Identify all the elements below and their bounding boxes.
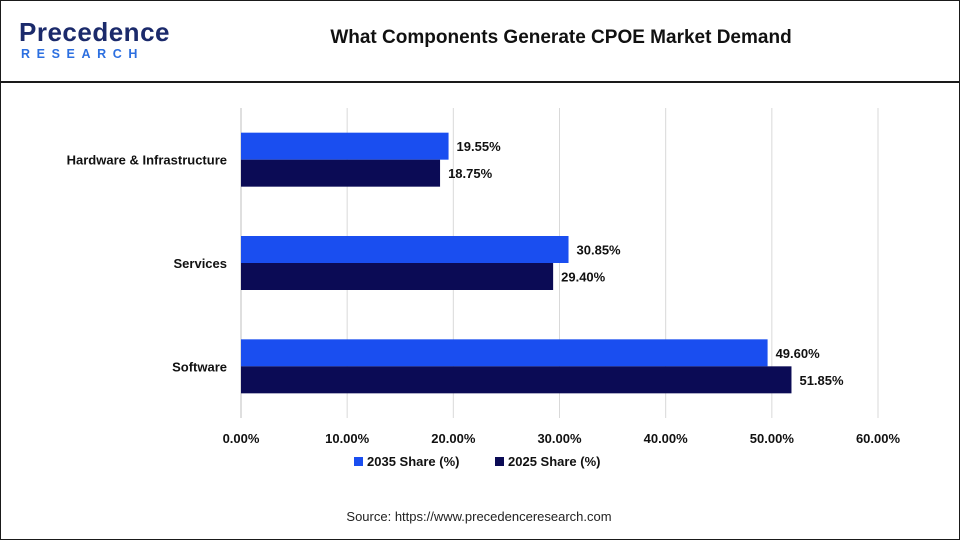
legend-label: 2025 Share (%) [508, 454, 601, 469]
brand-logo: Precedence RESEARCH [19, 17, 169, 65]
header: Precedence RESEARCH What Components Gene… [1, 1, 959, 83]
category-label: Services [174, 256, 228, 271]
x-tick-label: 20.00% [431, 431, 476, 446]
x-tick-label: 10.00% [325, 431, 370, 446]
data-label: 19.55% [457, 139, 502, 154]
bar [241, 263, 554, 290]
category-label: Software [172, 359, 227, 374]
x-tick-label: 30.00% [537, 431, 582, 446]
category-label: Hardware & Infrastructure [67, 153, 227, 168]
source-note: Source: https://www.precedenceresearch.c… [346, 509, 612, 524]
data-label: 51.85% [799, 373, 844, 388]
bar [241, 339, 768, 367]
data-label: 49.60% [776, 346, 821, 361]
bar [241, 159, 441, 187]
data-label: 30.85% [577, 243, 622, 258]
x-tick-label: 60.00% [856, 431, 901, 446]
x-tick-label: 50.00% [750, 431, 795, 446]
chart-title: What Components Generate CPOE Market Dem… [330, 27, 792, 48]
legend-swatch [354, 457, 363, 466]
bar [241, 366, 792, 394]
legend-swatch [495, 457, 504, 466]
data-label: 18.75% [448, 166, 493, 181]
logo-wordmark: Precedence [19, 17, 170, 47]
x-tick-label: 0.00% [223, 431, 260, 446]
data-label: 29.40% [561, 270, 606, 285]
logo-subtitle: RESEARCH [21, 47, 144, 61]
legend-label: 2035 Share (%) [367, 454, 460, 469]
bar [241, 132, 449, 160]
x-tick-label: 40.00% [644, 431, 689, 446]
bar [241, 236, 569, 263]
